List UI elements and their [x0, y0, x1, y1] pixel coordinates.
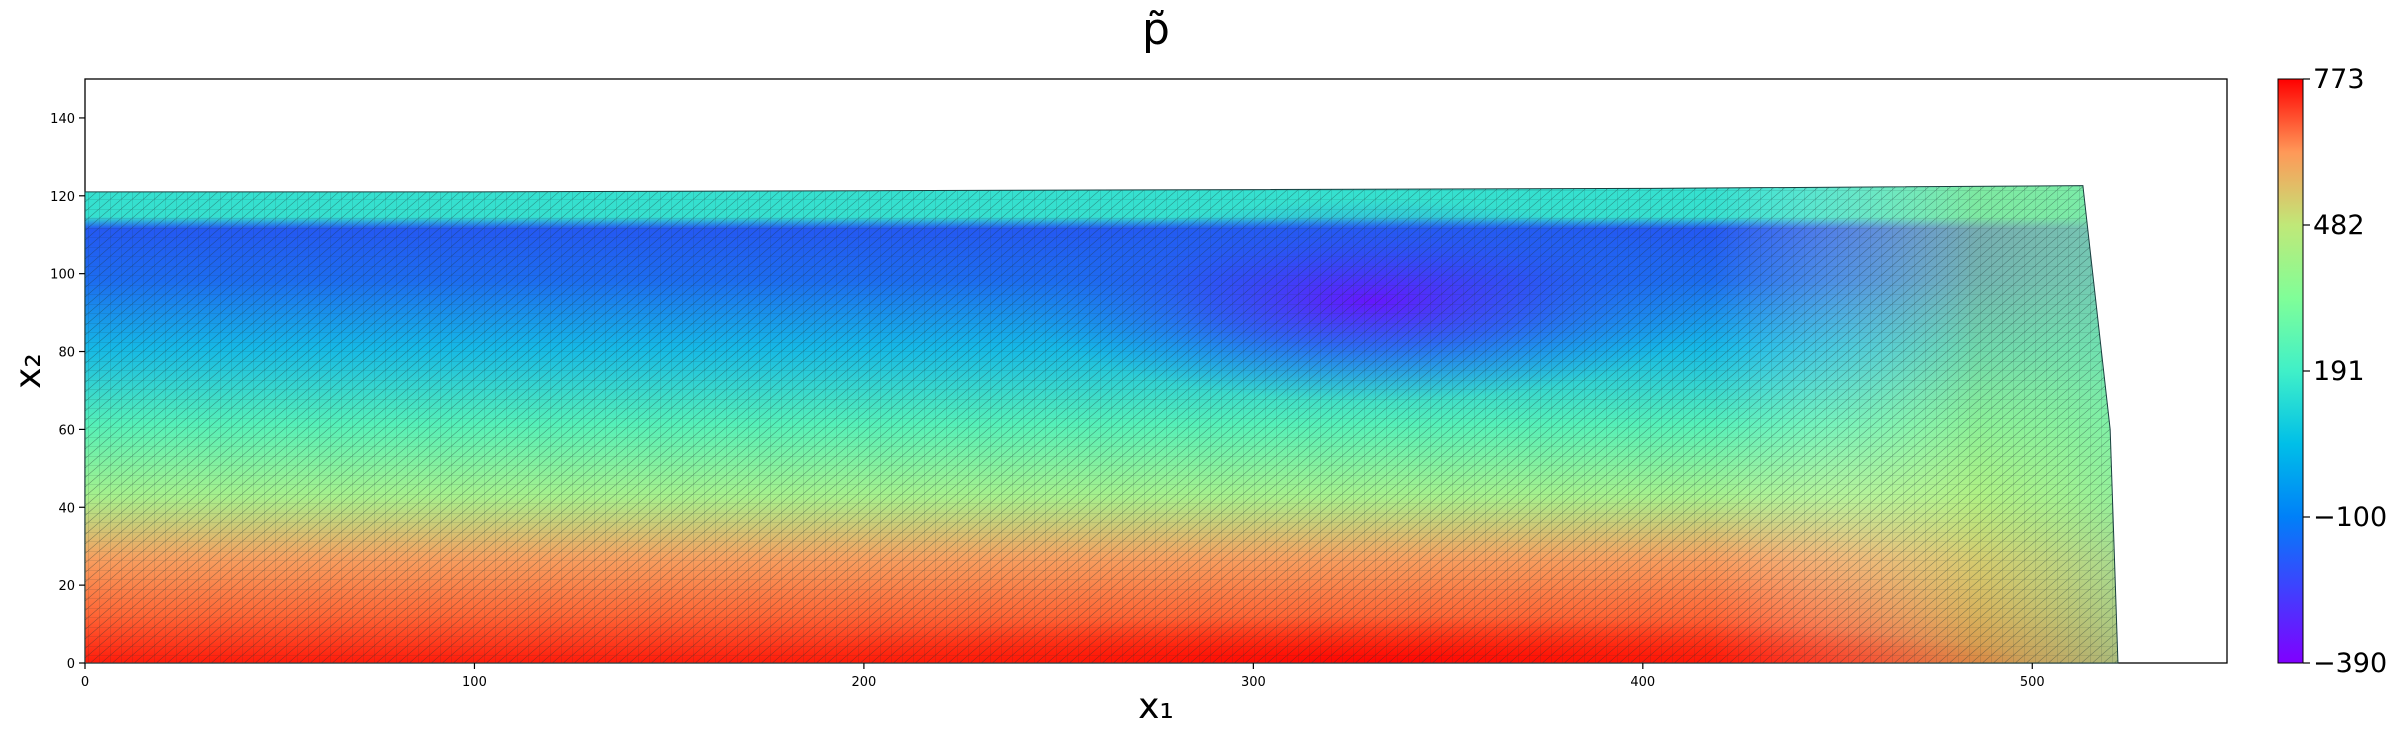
x-tick-label: 400 — [1630, 675, 1655, 690]
x-tick-label: 100 — [462, 675, 487, 690]
y-axis-label: x₂ — [8, 353, 49, 389]
y-tick-label: 60 — [58, 423, 75, 438]
x-axis-label: x₁ — [1138, 686, 1174, 727]
colorbar-tick-label: 191 — [2313, 356, 2365, 387]
colorbar — [2277, 78, 2304, 664]
triangular-mesh — [85, 185, 2118, 663]
x-axis-ticks: 0 100 200 300 400 500 — [81, 663, 2045, 690]
x-tick-label: 0 — [81, 675, 89, 690]
x-tick-label: 500 — [2020, 675, 2045, 690]
y-tick-label: 120 — [50, 190, 75, 205]
y-tick-label: 80 — [58, 346, 75, 361]
pressure-field — [85, 185, 2118, 663]
x-tick-label: 200 — [851, 675, 876, 690]
colorbar-tick-label: −100 — [2313, 502, 2387, 533]
y-axis-ticks: 0 20 40 60 80 100 120 140 — [50, 112, 85, 672]
y-tick-label: 20 — [58, 579, 75, 594]
y-tick-label: 0 — [67, 657, 75, 672]
domain-outline — [84, 185, 2119, 664]
colorbar-tick-label: 773 — [2313, 64, 2365, 95]
x-tick-label: 300 — [1241, 675, 1266, 690]
y-tick-label: 40 — [58, 501, 75, 516]
colorbar-tick-label: −390 — [2313, 648, 2387, 679]
y-tick-label: 140 — [50, 112, 75, 127]
y-tick-label: 100 — [50, 268, 75, 283]
chart-title: p̃ — [1142, 4, 1170, 55]
colorbar-ticks: 773 482 191 −100 −390 — [2303, 64, 2387, 679]
colorbar-tick-label: 482 — [2313, 210, 2365, 241]
